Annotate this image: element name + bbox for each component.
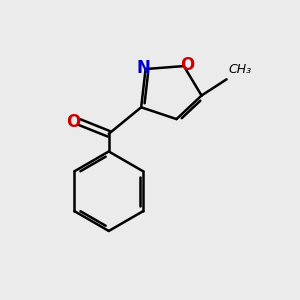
Text: CH₃: CH₃ xyxy=(228,63,251,76)
Text: N: N xyxy=(136,58,150,76)
Text: O: O xyxy=(66,113,80,131)
Text: O: O xyxy=(180,56,194,74)
